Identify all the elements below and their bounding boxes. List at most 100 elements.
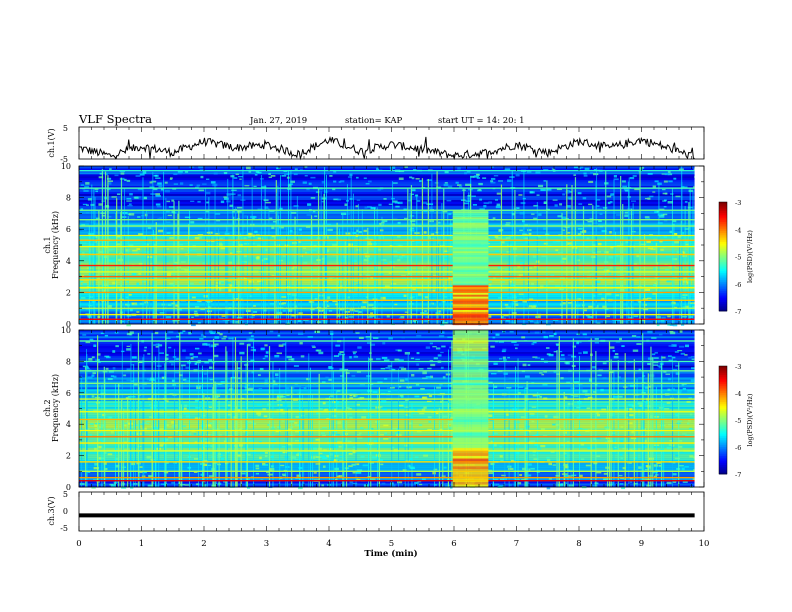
spectrogram-speckle xyxy=(253,305,256,307)
spectrogram-streak xyxy=(628,406,630,487)
spectrogram-speckle xyxy=(409,458,413,461)
colorbar-cell xyxy=(719,276,727,279)
spectrogram-speckle xyxy=(553,351,558,353)
spectrogram-speckle xyxy=(620,457,624,460)
spectrogram-speckle xyxy=(246,486,251,489)
spectrogram-speckle xyxy=(290,456,297,459)
spectrogram-speckle xyxy=(532,394,538,397)
spectrogram-speckle xyxy=(126,314,132,317)
spectrogram-speckle xyxy=(110,431,114,434)
spectrogram-speckle xyxy=(269,330,274,333)
spectrogram-speckle xyxy=(497,266,502,269)
spectrogram-speckle xyxy=(196,361,201,364)
spectrogram-speckle xyxy=(155,177,161,179)
spectrogram-speckle xyxy=(370,312,374,315)
spectrogram-speckle xyxy=(411,373,415,377)
spectrogram-speckle xyxy=(658,365,662,369)
spectrogram-speckle xyxy=(340,180,345,183)
spectrogram-speckle xyxy=(87,198,92,201)
spectrogram-band xyxy=(79,375,695,378)
spectrogram-speckle xyxy=(258,440,262,444)
spectrogram-streak xyxy=(592,205,594,324)
spectrogram-speckle xyxy=(132,252,136,255)
spectrogram-speckle xyxy=(298,486,303,490)
spectrogram-speckle xyxy=(333,198,339,201)
spectrogram-speckle xyxy=(214,336,220,339)
spectrogram-speckle xyxy=(577,228,583,230)
spectrogram-speckle xyxy=(93,466,100,470)
spectrogram-speckle xyxy=(499,445,503,448)
spectrogram-speckle xyxy=(402,276,406,279)
spectrogram-speckle xyxy=(559,203,563,206)
spectrogram-speckle xyxy=(539,285,544,288)
emission-block xyxy=(452,340,489,344)
spectrogram-speckle xyxy=(448,413,452,416)
spectrogram-speckle xyxy=(631,231,636,233)
spectrogram-speckle xyxy=(138,233,144,236)
spectrogram-speckle xyxy=(332,300,338,303)
spectrogram-speckle xyxy=(94,274,99,277)
spectrogram-speckle xyxy=(352,448,356,452)
spectrogram-speckle xyxy=(254,174,258,176)
spectrogram-streak xyxy=(189,210,190,324)
spectrogram-speckle xyxy=(482,177,487,179)
spectrogram-speckle xyxy=(430,233,435,236)
spectrogram-speckle xyxy=(392,250,398,253)
emission-block xyxy=(452,287,489,292)
spectrogram-speckle xyxy=(573,381,580,384)
spectrogram-speckle xyxy=(358,230,362,234)
colorbar-cell xyxy=(719,283,727,286)
spectrogram-speckle xyxy=(685,243,689,246)
spectrogram-speckle xyxy=(337,315,341,317)
spectrogram-speckle xyxy=(530,467,535,470)
spectrogram-speckle xyxy=(622,467,626,470)
spectrogram-speckle xyxy=(166,221,171,223)
spectrogram-speckle xyxy=(423,312,429,314)
spectrogram-speckle xyxy=(359,273,364,276)
spectrogram-streak xyxy=(178,200,180,324)
colorbar-cell xyxy=(719,225,727,228)
colorbar-cell xyxy=(719,447,727,450)
spectrogram-speckle xyxy=(595,205,600,207)
spectrogram-speckle xyxy=(527,298,534,301)
emission-block xyxy=(452,282,489,286)
spectrogram-speckle xyxy=(279,226,284,229)
spectrogram-speckle xyxy=(328,448,333,450)
spectrogram-speckle xyxy=(106,259,112,262)
spectrogram-speckle xyxy=(519,263,523,266)
spectrogram-speckle xyxy=(253,185,257,187)
spectrogram-band xyxy=(79,341,695,345)
spectrogram-speckle xyxy=(144,346,147,349)
spectrogram-speckle xyxy=(116,236,121,239)
spectrogram-speckle xyxy=(660,248,664,251)
spectrogram-speckle xyxy=(552,423,558,426)
spectrogram-speckle xyxy=(503,372,508,375)
spectrogram-speckle xyxy=(414,321,418,324)
spectrogram-speckle xyxy=(621,486,626,490)
spectrogram-band xyxy=(79,485,695,488)
spectrogram-band xyxy=(79,167,695,171)
spectrogram-speckle xyxy=(98,439,103,441)
spectrogram-speckle xyxy=(239,178,242,180)
spectrogram-streak xyxy=(342,354,344,487)
spectrogram-speckle xyxy=(100,424,106,427)
spectrogram-speckle xyxy=(337,198,341,201)
spectrogram-speckle xyxy=(419,412,425,415)
spectrogram-band xyxy=(79,193,695,197)
spectrogram-speckle xyxy=(593,294,597,298)
colorbar-cell xyxy=(719,251,727,254)
spectrogram-speckle xyxy=(207,306,212,308)
spectrogram-speckle xyxy=(548,353,554,357)
spectrogram-speckle xyxy=(410,467,416,469)
spectrogram-streak xyxy=(329,396,330,487)
spectrogram-speckle xyxy=(577,233,582,236)
spectrogram-speckle xyxy=(560,444,564,446)
spectrogram-speckle xyxy=(304,288,308,290)
spectrogram-speckle xyxy=(628,317,633,319)
spectrogram-speckle xyxy=(143,197,148,200)
spectrogram-speckle xyxy=(383,424,389,427)
spectrogram-speckle xyxy=(356,199,361,201)
spectrogram-speckle xyxy=(248,338,255,341)
spectrogram-streak xyxy=(632,203,634,324)
